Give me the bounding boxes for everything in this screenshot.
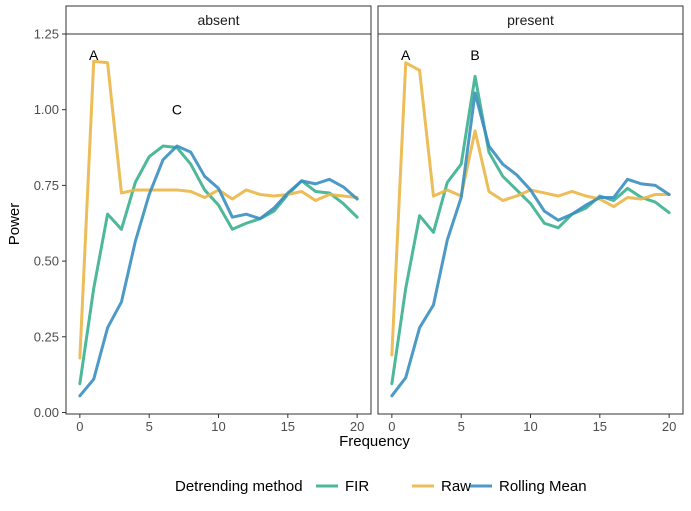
x-tick-label: 0 — [76, 419, 83, 434]
x-tick-label: 0 — [388, 419, 395, 434]
facet-strip-absent — [65, 5, 372, 35]
annotation-label: C — [172, 102, 182, 118]
y-tick-label: 1.00 — [34, 102, 59, 117]
series-line-rolling-mean — [78, 144, 359, 398]
y-tick-label: 1.25 — [34, 27, 59, 42]
x-axis-title: Frequency — [339, 433, 410, 450]
x-tick-label: 20 — [350, 419, 364, 434]
x-tick-label: 5 — [458, 419, 465, 434]
legend-label: Rolling Mean — [499, 478, 587, 495]
x-tick-label: 10 — [523, 419, 537, 434]
y-tick-label: 0.75 — [34, 178, 59, 193]
x-tick-label: 5 — [146, 419, 153, 434]
y-tick-label: 0.00 — [34, 405, 59, 420]
y-tick-label: 0.25 — [34, 329, 59, 344]
facet-strip-label: present — [507, 12, 554, 28]
y-tick-label: 0.50 — [34, 254, 59, 269]
facet-strip-present — [377, 5, 684, 35]
facet-strip-label: absent — [197, 12, 239, 28]
legend-label: FIR — [345, 478, 369, 495]
x-tick-label: 15 — [281, 419, 295, 434]
annotation-label: A — [89, 47, 99, 63]
series-line-fir — [78, 144, 359, 386]
legend-title: Detrending method — [175, 478, 303, 495]
series-line-rolling-mean — [390, 91, 671, 398]
series-line-fir — [390, 74, 671, 386]
panel-border-present — [377, 33, 684, 415]
legend-label: Raw — [441, 478, 471, 495]
series-line-raw — [78, 59, 359, 360]
series-line-raw — [390, 61, 671, 357]
x-tick-label: 20 — [662, 419, 676, 434]
x-tick-label: 10 — [211, 419, 225, 434]
annotation-label: B — [470, 47, 479, 63]
x-tick-label: 15 — [593, 419, 607, 434]
y-axis-title: Power — [6, 203, 23, 246]
annotation-label: A — [401, 47, 411, 63]
